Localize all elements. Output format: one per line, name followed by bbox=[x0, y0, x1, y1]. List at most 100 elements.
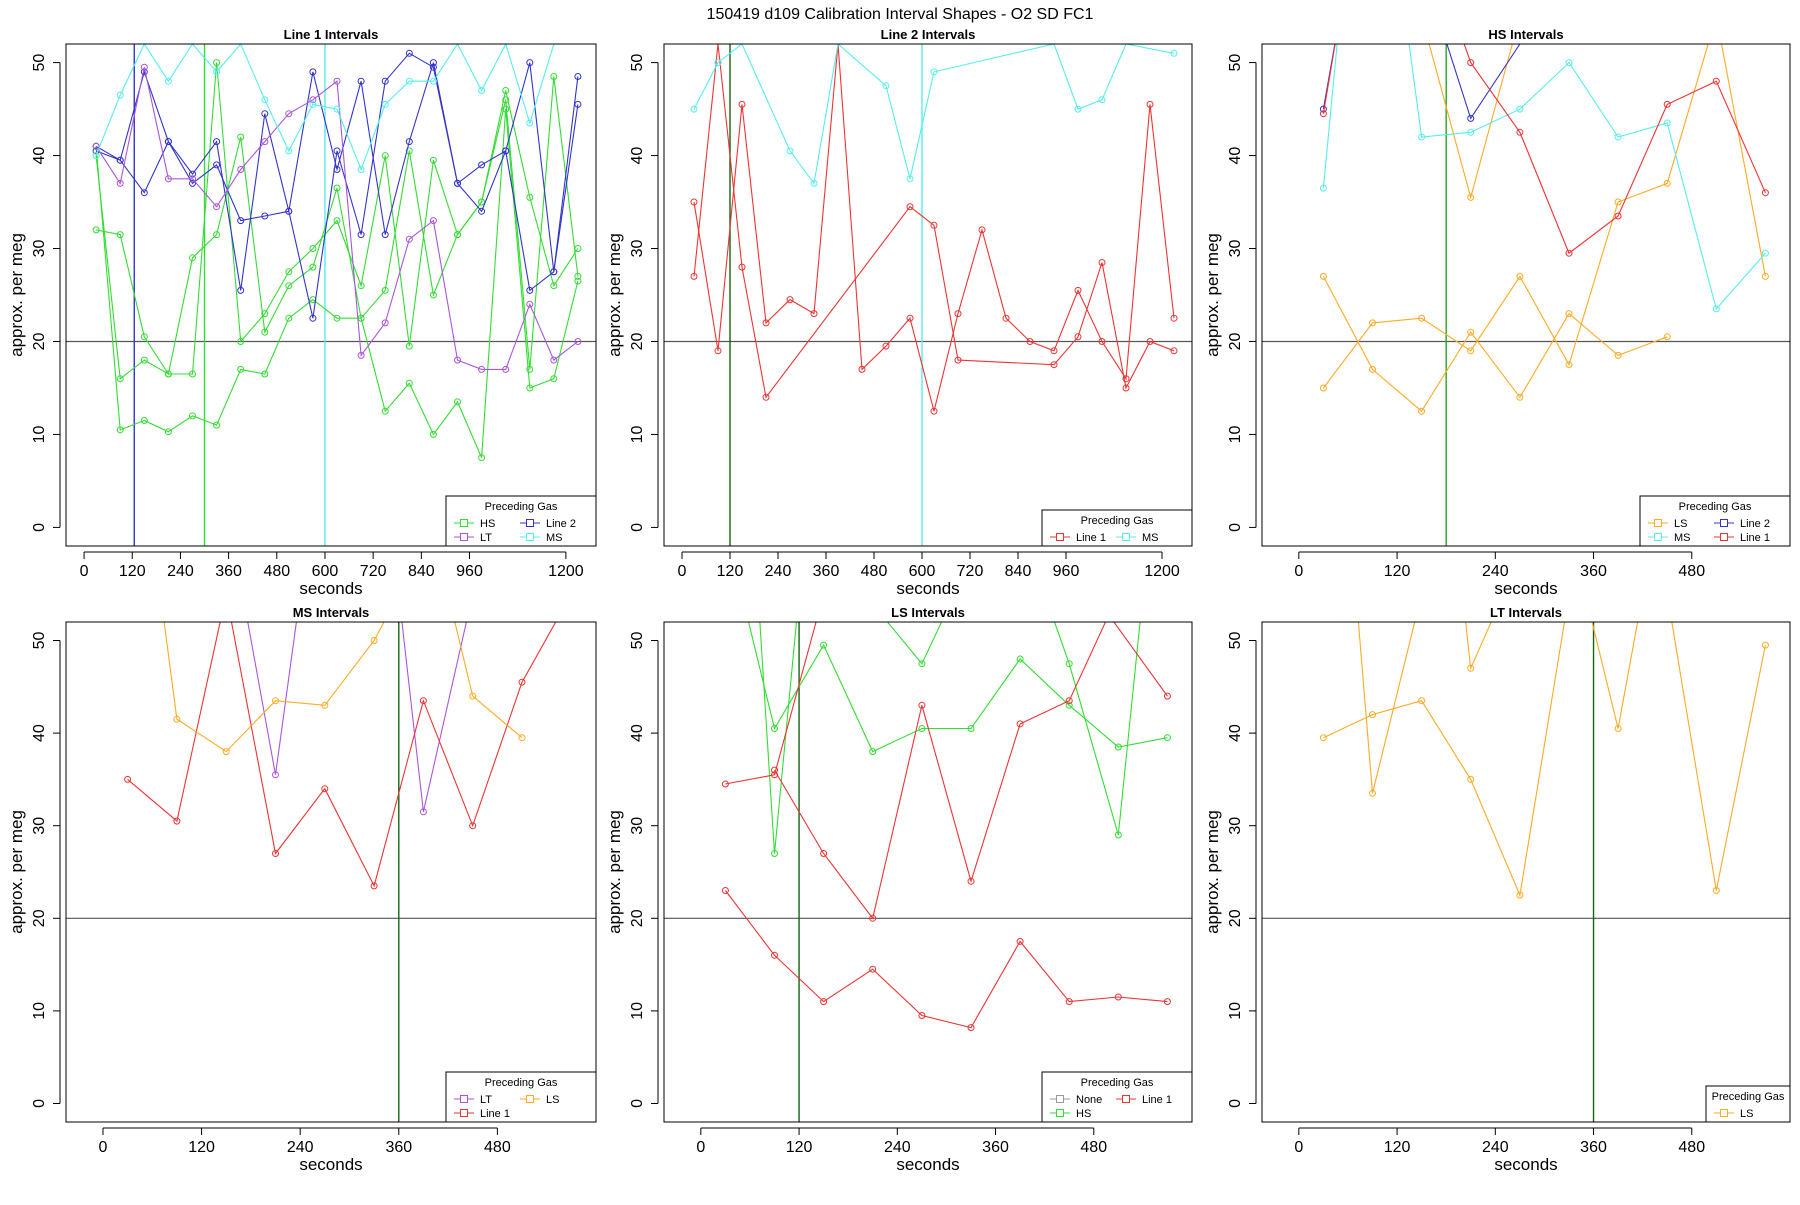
data-point-line-1 bbox=[954, 356, 962, 364]
series-line-lt bbox=[95, 67, 579, 370]
data-point-line-1 bbox=[1114, 993, 1122, 1001]
data-point-hs bbox=[1114, 831, 1122, 839]
data-point-hs bbox=[454, 398, 461, 406]
y-tick-label: 20 bbox=[629, 909, 646, 927]
series-line-hs bbox=[95, 62, 579, 380]
x-tick-label: 480 bbox=[484, 1139, 511, 1156]
series-line-ls bbox=[1323, 622, 1566, 898]
legend-swatch-marker bbox=[1056, 533, 1064, 541]
legend-swatch-marker bbox=[1720, 519, 1728, 527]
data-point-line-2 bbox=[189, 179, 196, 187]
series-line-line-1 bbox=[1463, 44, 1766, 255]
legend-entry-ls: LS bbox=[546, 1094, 559, 1106]
series-line-line-1 bbox=[774, 622, 1107, 920]
data-point-line-1 bbox=[714, 347, 722, 355]
data-point-lt bbox=[405, 235, 413, 243]
data-point-line-1 bbox=[918, 701, 926, 709]
data-point-hs bbox=[1016, 655, 1024, 663]
y-tick-label: 50 bbox=[31, 54, 48, 72]
y-tick-label: 40 bbox=[1227, 724, 1244, 742]
legend-swatch-marker bbox=[460, 1095, 468, 1103]
data-point-ms bbox=[213, 68, 221, 76]
x-tick-label: 120 bbox=[1384, 563, 1411, 580]
data-point-hs bbox=[405, 342, 413, 350]
data-point-hs bbox=[333, 184, 341, 192]
data-point-ms bbox=[357, 166, 365, 173]
data-point-line-2 bbox=[213, 138, 221, 146]
legend-entry-ls: LS bbox=[1740, 1108, 1753, 1120]
data-point-line-1 bbox=[1098, 259, 1106, 266]
data-point-line-2 bbox=[1467, 114, 1475, 122]
data-point-ls bbox=[1467, 775, 1475, 783]
data-point-ls bbox=[1761, 272, 1769, 280]
series-line-line-1 bbox=[693, 44, 1175, 412]
data-point-hs bbox=[140, 356, 148, 364]
legend: Preceding Gas None Line 1 HS bbox=[1041, 1071, 1193, 1123]
x-axis-label: seconds bbox=[1494, 579, 1557, 598]
data-point-line-1 bbox=[762, 393, 770, 401]
data-point-ls bbox=[272, 697, 279, 705]
data-point-ls bbox=[518, 734, 526, 742]
x-tick-label: 240 bbox=[1482, 563, 1509, 580]
legend-entry-ms: MS bbox=[1674, 532, 1691, 544]
panel-title: Line 1 Intervals bbox=[284, 27, 379, 42]
data-point-hs bbox=[429, 291, 437, 299]
data-point-hs bbox=[381, 286, 389, 294]
data-point-ms bbox=[930, 68, 938, 76]
x-axis-label: seconds bbox=[896, 1155, 959, 1174]
data-point-ls bbox=[1369, 789, 1376, 797]
series-line-ms bbox=[693, 44, 1175, 185]
legend-title: Preceding Gas bbox=[1081, 515, 1154, 527]
data-point-hs bbox=[261, 310, 269, 318]
plot-frame bbox=[1261, 43, 1791, 547]
legend-swatch-marker bbox=[1720, 1109, 1728, 1117]
x-tick-label: 120 bbox=[1384, 1139, 1411, 1156]
x-tick-label: 0 bbox=[1294, 1139, 1303, 1156]
x-tick-label: 1200 bbox=[1144, 563, 1180, 580]
y-tick-label: 0 bbox=[1227, 1099, 1244, 1108]
data-point-line-1 bbox=[771, 766, 778, 774]
y-tick-label: 10 bbox=[31, 1002, 48, 1020]
data-point-hs bbox=[213, 59, 221, 67]
data-point-ls bbox=[1565, 310, 1573, 318]
panel-title: HS Intervals bbox=[1488, 27, 1563, 42]
data-point-hs bbox=[502, 105, 510, 113]
data-point-line-2 bbox=[405, 49, 413, 57]
data-point-ms bbox=[1418, 133, 1426, 141]
data-point-line-1 bbox=[820, 850, 828, 857]
data-point-line-2 bbox=[261, 212, 269, 220]
y-tick-label: 30 bbox=[629, 817, 646, 835]
data-point-line-2 bbox=[309, 68, 317, 76]
data-point-line-2 bbox=[405, 138, 413, 146]
data-point-hs bbox=[1114, 743, 1122, 751]
data-point-lt bbox=[526, 300, 534, 308]
data-point-line-1 bbox=[1016, 937, 1024, 945]
data-point-ms bbox=[882, 82, 890, 90]
data-point-line-1 bbox=[124, 775, 132, 783]
series-line-line-1 bbox=[724, 890, 1168, 1029]
legend-entry-ms: MS bbox=[546, 532, 563, 544]
data-point-line-1 bbox=[967, 1024, 975, 1032]
data-point-ls bbox=[1369, 319, 1376, 327]
data-point-line-1 bbox=[882, 342, 890, 350]
data-point-lt bbox=[213, 203, 221, 211]
y-tick-label: 0 bbox=[629, 523, 646, 532]
series-line-hs bbox=[95, 90, 579, 376]
y-axis-label: approx. per meg bbox=[7, 233, 26, 357]
legend-box bbox=[445, 495, 597, 547]
legend-swatch-marker bbox=[1056, 1109, 1064, 1117]
data-point-line-1 bbox=[1146, 338, 1154, 345]
legend-swatch-marker bbox=[526, 519, 534, 527]
x-tick-label: 240 bbox=[1482, 1139, 1509, 1156]
data-point-ms bbox=[1098, 96, 1106, 104]
y-tick-label: 0 bbox=[31, 1099, 48, 1108]
series-line-ms bbox=[1408, 44, 1766, 311]
x-tick-label: 480 bbox=[1678, 1139, 1705, 1156]
x-tick-label: 0 bbox=[696, 1139, 705, 1156]
y-tick-label: 30 bbox=[31, 817, 48, 835]
y-tick-label: 10 bbox=[629, 1002, 646, 1020]
y-tick-label: 50 bbox=[1227, 54, 1244, 72]
x-tick-label: 120 bbox=[717, 563, 744, 580]
